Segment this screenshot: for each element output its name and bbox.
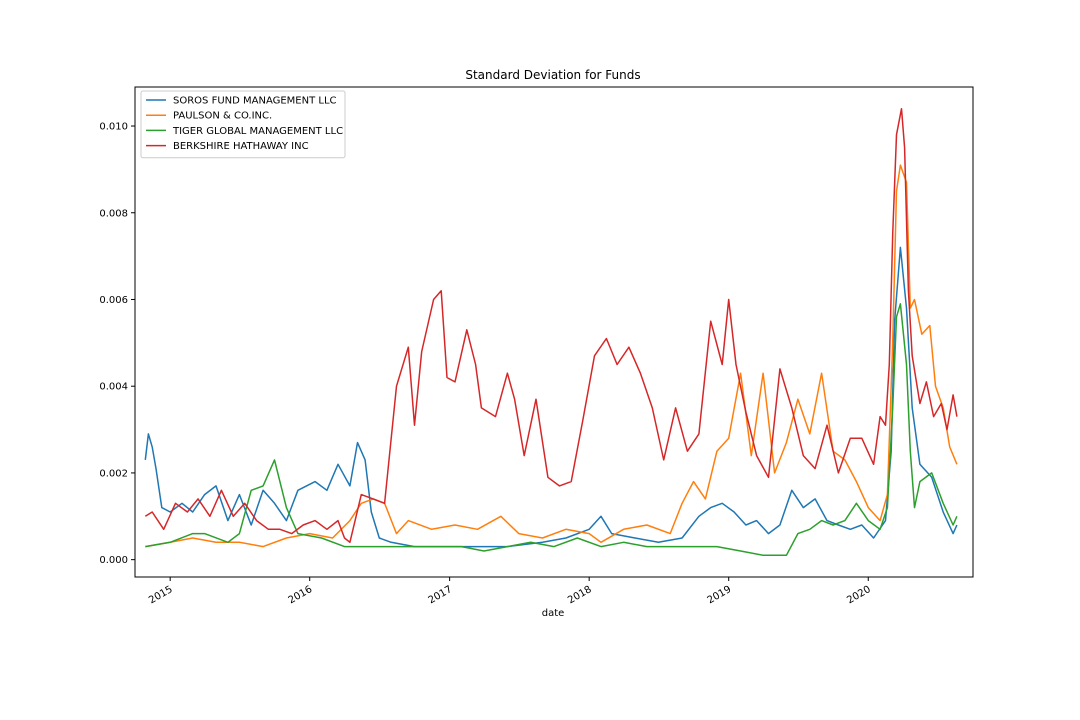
- chart-title: Standard Deviation for Funds: [465, 68, 640, 82]
- y-axis: 0.000 0.002 0.004 0.006 0.008 0.010: [99, 122, 135, 566]
- x-axis-label: date: [542, 608, 565, 619]
- series-line-3: [144, 107, 958, 544]
- y-tick-label: 0.008: [99, 208, 128, 219]
- y-tick-label: 0.006: [99, 295, 128, 306]
- legend: SOROS FUND MANAGEMENT LLC PAULSON & CO.IN…: [140, 90, 346, 159]
- y-tick-label: 0.002: [99, 468, 128, 479]
- series-line-1: [145, 164, 958, 548]
- plot-frame: [134, 86, 974, 578]
- y-tick-label: 0.004: [99, 382, 128, 393]
- legend-label: PAULSON & CO.INC.: [173, 111, 272, 122]
- y-tick-label: 0.000: [99, 555, 128, 566]
- legend-label: SOROS FUND MANAGEMENT LLC: [173, 96, 337, 107]
- series-line-0: [144, 246, 958, 548]
- legend-label: TIGER GLOBAL MANAGEMENT LLC: [172, 126, 343, 137]
- x-axis: 2015 2016 2017 2018 2019 2020: [147, 577, 873, 606]
- x-tick-label: 2015: [147, 584, 175, 606]
- x-tick-label: 2016: [287, 584, 315, 606]
- x-tick-label: 2017: [427, 584, 455, 606]
- series-line-2: [145, 303, 958, 557]
- plot-lines: [144, 107, 958, 557]
- legend-label: BERKSHIRE HATHAWAY INC: [173, 141, 309, 152]
- legend-box: [140, 90, 346, 159]
- x-tick-label: 2020: [845, 584, 873, 606]
- y-tick-label: 0.010: [99, 122, 128, 133]
- x-tick-label: 2019: [706, 584, 734, 606]
- x-tick-label: 2018: [566, 584, 594, 606]
